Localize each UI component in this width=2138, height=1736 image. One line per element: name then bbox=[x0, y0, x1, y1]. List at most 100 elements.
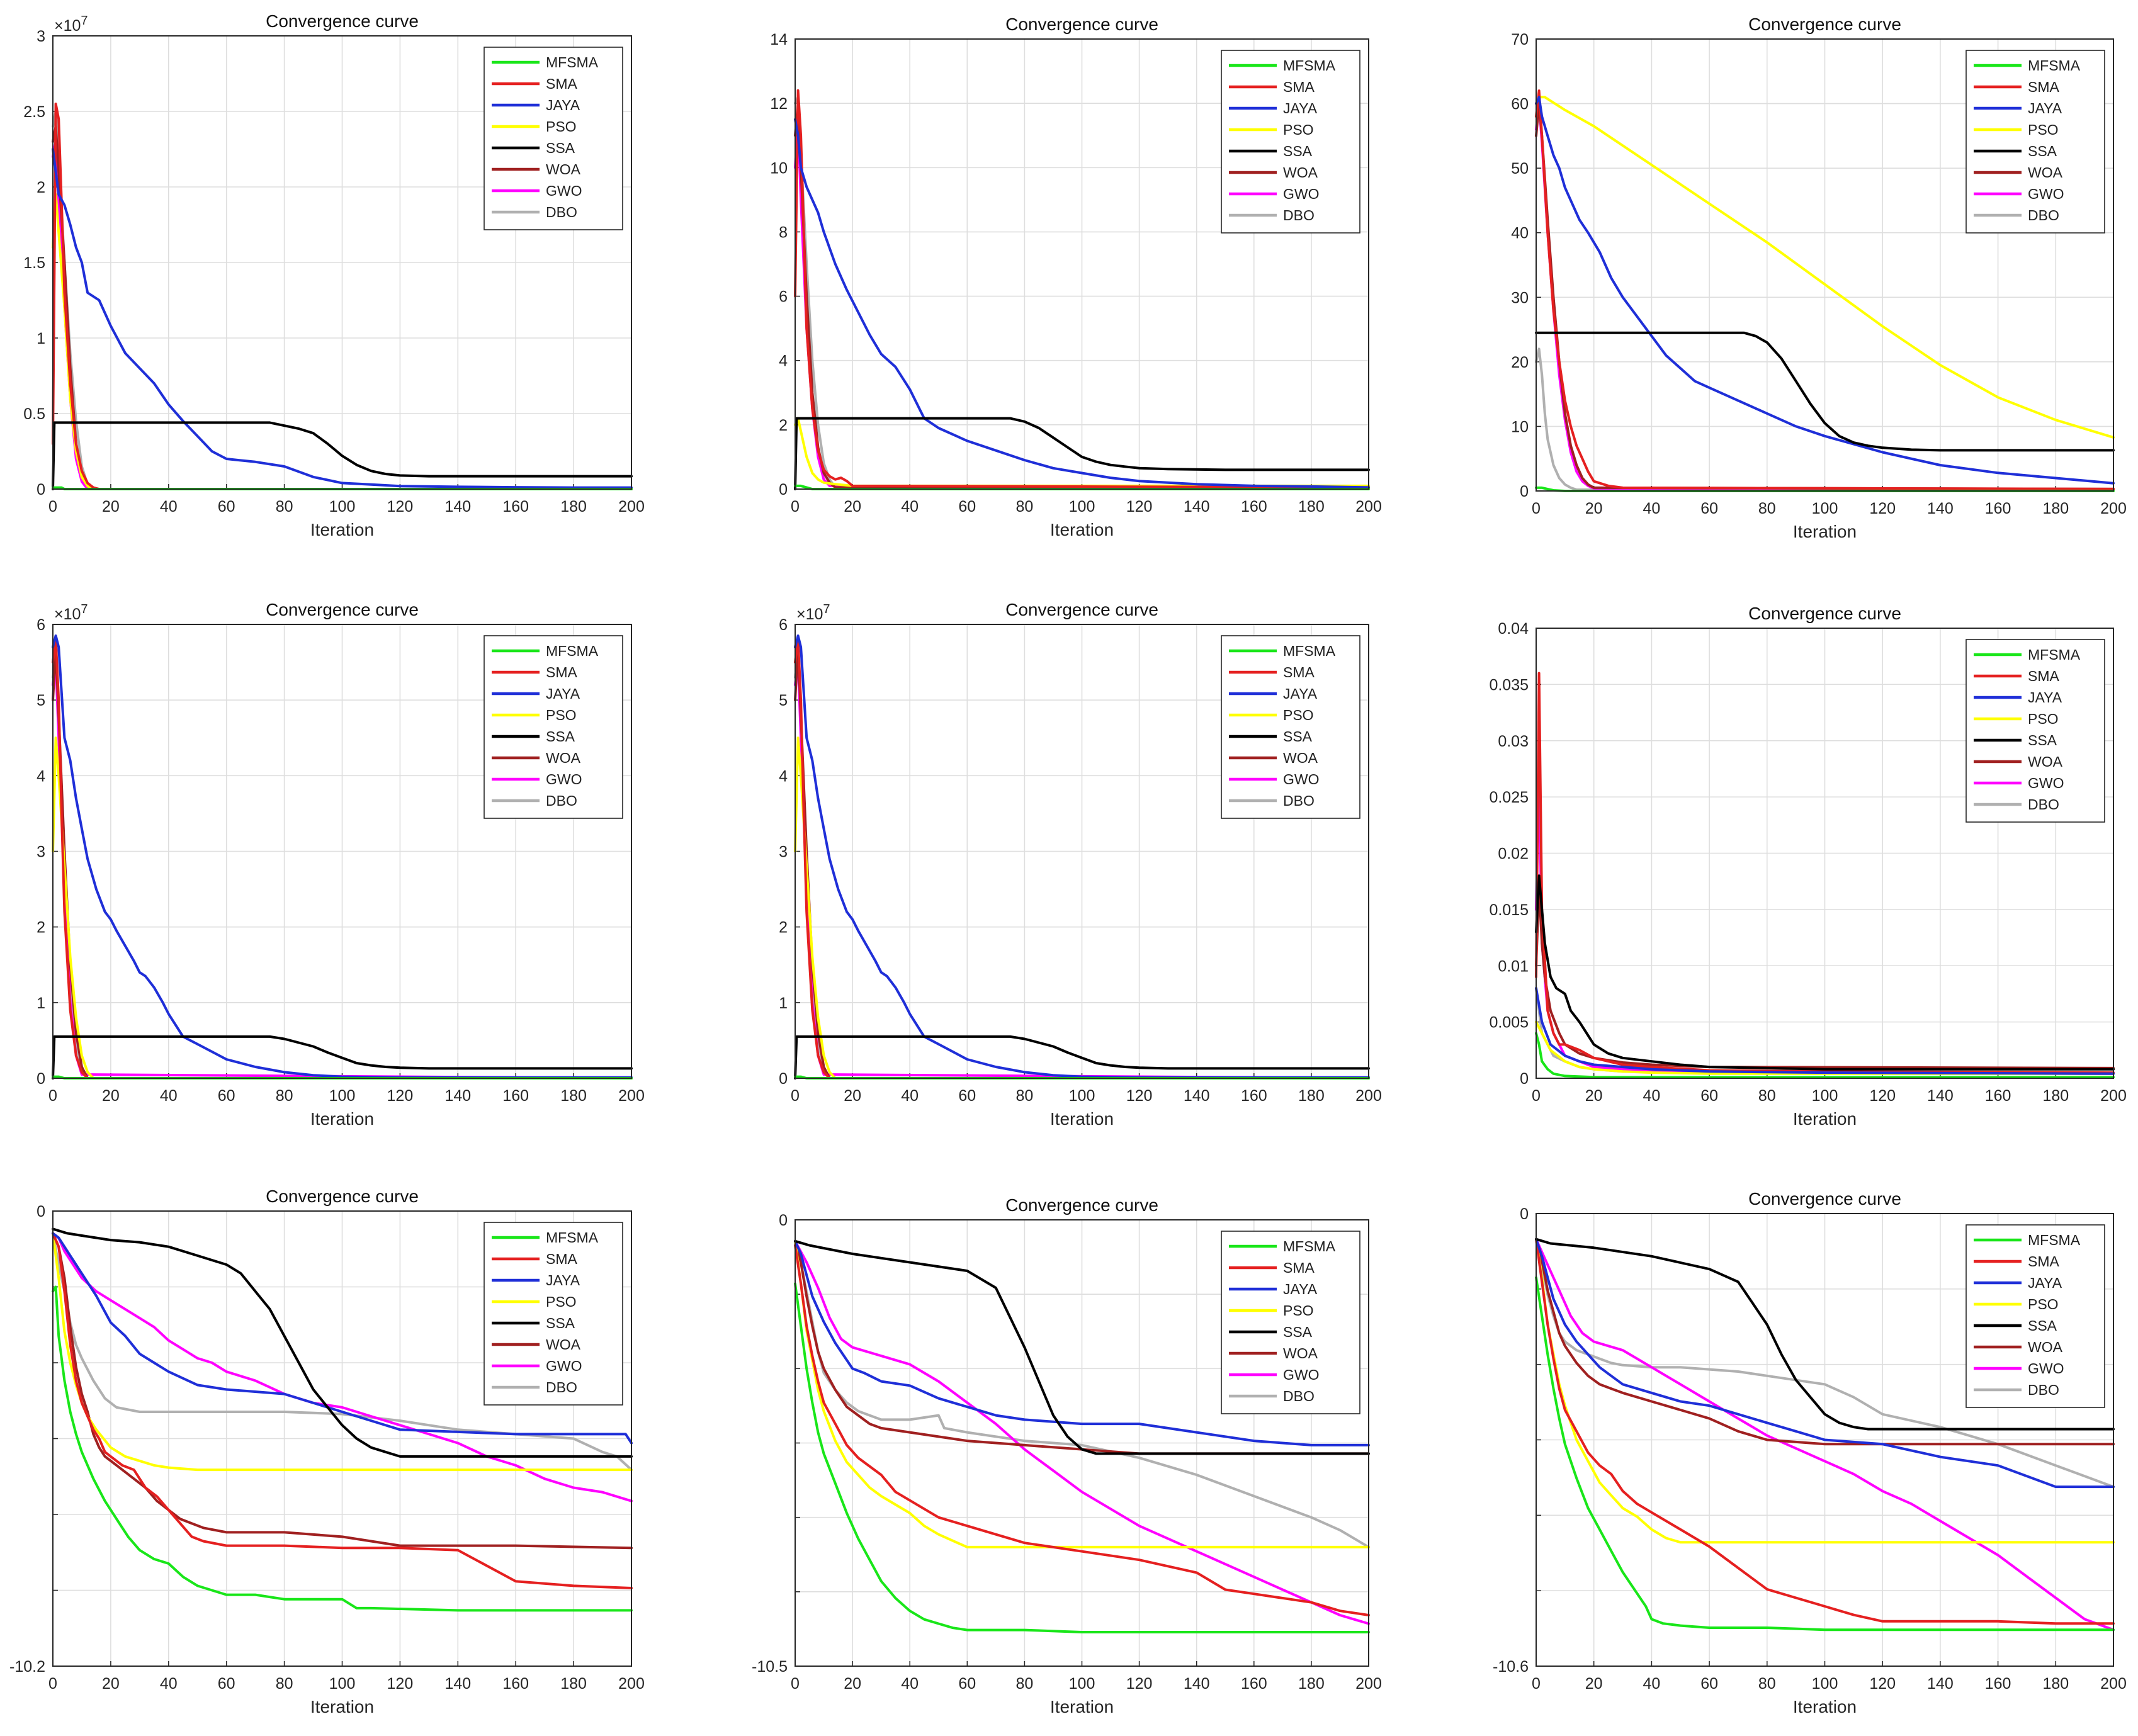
x-tick-label: 200 bbox=[2100, 1675, 2127, 1693]
series-line-sma bbox=[52, 638, 633, 1079]
series-line-sma bbox=[794, 1244, 1370, 1616]
legend-label-gwo: GWO bbox=[2028, 1360, 2064, 1377]
x-tick-label: 80 bbox=[276, 1087, 293, 1105]
x-tick-label: 60 bbox=[218, 498, 235, 516]
series-line-sma bbox=[794, 638, 1370, 1079]
legend-label-pso: PSO bbox=[546, 118, 577, 135]
x-tick-label: 140 bbox=[1927, 1675, 1954, 1693]
x-tick-label: 200 bbox=[618, 498, 645, 516]
legend-label-jaya: JAYA bbox=[2028, 689, 2062, 706]
legend: MFSMA SMA JAYA PSO SSA WOA GWO DBO bbox=[484, 1222, 623, 1406]
x-tick-label: 140 bbox=[1184, 498, 1210, 516]
legend-label-woa: WOA bbox=[2028, 164, 2063, 181]
x-tick-label: 20 bbox=[102, 498, 120, 516]
series-line-jaya bbox=[1535, 96, 2115, 485]
x-tick-label: 20 bbox=[102, 1675, 120, 1693]
x-tick-label: 120 bbox=[387, 1087, 414, 1105]
series-line-pso bbox=[1535, 96, 2115, 439]
x-tick-label: 0 bbox=[1532, 1087, 1541, 1105]
legend-label-mfsma: MFSMA bbox=[2028, 646, 2081, 663]
y-exponent-power: 7 bbox=[81, 602, 88, 616]
x-tick-label: 160 bbox=[1985, 1675, 2011, 1693]
legend-label-ssa: SSA bbox=[2028, 143, 2057, 159]
legend-label-pso: PSO bbox=[2028, 121, 2059, 138]
x-tick-label: 20 bbox=[1585, 1087, 1603, 1105]
series-line-gwo bbox=[1535, 1237, 2115, 1632]
y-tick-label: -10.5 bbox=[752, 1658, 788, 1676]
y-tick-label: 2 bbox=[779, 417, 788, 434]
x-tick-label: 160 bbox=[1241, 1675, 1267, 1693]
legend-label-sma: SMA bbox=[1283, 664, 1315, 680]
y-tick-label: 0 bbox=[1520, 483, 1529, 500]
legend: MFSMA SMA JAYA PSO SSA WOA GWO DBO bbox=[1221, 635, 1360, 819]
x-axis-label: Iteration bbox=[1050, 1109, 1114, 1129]
x-tick-label: 200 bbox=[2100, 1087, 2127, 1105]
legend-label-jaya: JAYA bbox=[1283, 1281, 1318, 1297]
legend-label-gwo: GWO bbox=[546, 183, 582, 199]
x-tick-label: 140 bbox=[1184, 1087, 1210, 1105]
chart-panel-2: 0 20 40 60 80 100 120 140 160 180 200 0 2 4 6 8 10 12 14 Co… bbox=[770, 14, 1382, 539]
y-tick-label: 1 bbox=[37, 330, 45, 347]
x-tick-label: 120 bbox=[1126, 498, 1153, 516]
series-line-gwo bbox=[52, 1232, 633, 1502]
y-tick-label: 0.04 bbox=[1498, 620, 1529, 638]
x-tick-label: 160 bbox=[1241, 498, 1267, 516]
x-tick-label: 160 bbox=[502, 498, 529, 516]
chart-panel-8: 0 20 40 60 80 100 120 140 160 180 2000-10.5Converg… bbox=[752, 1195, 1382, 1716]
x-tick-label: 200 bbox=[1355, 1675, 1382, 1693]
x-tick-label: 160 bbox=[502, 1087, 529, 1105]
legend-box bbox=[484, 1222, 623, 1406]
axes-frame bbox=[1536, 1213, 2114, 1667]
legend-label-sma: SMA bbox=[546, 1251, 578, 1267]
y-tick-label: 6 bbox=[37, 616, 45, 634]
x-axis-label: Iteration bbox=[1793, 1109, 1857, 1129]
x-axis-label: Iteration bbox=[1050, 520, 1114, 539]
x-tick-label: 140 bbox=[1927, 500, 1954, 517]
x-tick-label: 60 bbox=[958, 1675, 976, 1693]
x-tick-label: 0 bbox=[48, 1087, 57, 1105]
y-tick-label: -10.2 bbox=[9, 1658, 45, 1676]
x-tick-label: 20 bbox=[1585, 500, 1603, 517]
x-tick-label: 40 bbox=[901, 1675, 919, 1693]
y-tick-label: 2.5 bbox=[23, 103, 45, 121]
y-tick-label: 0 bbox=[37, 1070, 45, 1088]
y-tick-label: 0.01 bbox=[1498, 957, 1529, 975]
y-exponent-label: ×107 bbox=[796, 602, 830, 623]
x-axis-label: Iteration bbox=[1050, 1697, 1114, 1716]
series-line-sma bbox=[1535, 89, 2115, 490]
legend-label-gwo: GWO bbox=[2028, 186, 2064, 202]
legend-label-dbo: DBO bbox=[546, 792, 577, 809]
legend-label-jaya: JAYA bbox=[546, 1272, 580, 1288]
legend-label-gwo: GWO bbox=[1283, 1367, 1320, 1383]
legend-label-woa: WOA bbox=[546, 161, 581, 178]
y-exponent-base: ×10 bbox=[54, 17, 81, 35]
y-tick-label: 50 bbox=[1511, 160, 1529, 178]
legend-label-dbo: DBO bbox=[2028, 207, 2059, 223]
legend: MFSMA SMA JAYA PSO SSA WOA GWO DBO bbox=[1965, 50, 2105, 234]
x-tick-label: 80 bbox=[276, 1675, 293, 1693]
x-tick-label: 0 bbox=[791, 1675, 800, 1693]
legend-label-gwo: GWO bbox=[1283, 771, 1320, 787]
series-line-dbo bbox=[52, 1232, 633, 1472]
legend-label-pso: PSO bbox=[546, 1294, 577, 1310]
legend-label-mfsma: MFSMA bbox=[2028, 1232, 2081, 1248]
series-line-ssa bbox=[794, 417, 1370, 490]
legend-box bbox=[1221, 1231, 1360, 1414]
legend-box bbox=[1221, 50, 1360, 234]
legend-label-mfsma: MFSMA bbox=[2028, 57, 2081, 74]
series-line-ssa bbox=[52, 1035, 633, 1079]
series-line-jaya bbox=[52, 634, 633, 1079]
series-line-ssa bbox=[794, 1239, 1370, 1455]
series-line-jaya bbox=[52, 148, 633, 489]
y-exponent-label: ×107 bbox=[54, 14, 88, 35]
x-tick-label: 20 bbox=[844, 498, 861, 516]
x-axis-label: Iteration bbox=[310, 1697, 374, 1716]
x-tick-label: 0 bbox=[791, 1087, 800, 1105]
series-line-dbo bbox=[1535, 347, 2115, 492]
x-tick-label: 180 bbox=[1298, 1675, 1325, 1693]
legend-box bbox=[1965, 639, 2105, 823]
legend-label-ssa: SSA bbox=[1283, 1324, 1313, 1340]
x-tick-label: 80 bbox=[276, 498, 293, 516]
x-tick-label: 140 bbox=[444, 498, 471, 516]
legend-label-ssa: SSA bbox=[546, 728, 575, 745]
